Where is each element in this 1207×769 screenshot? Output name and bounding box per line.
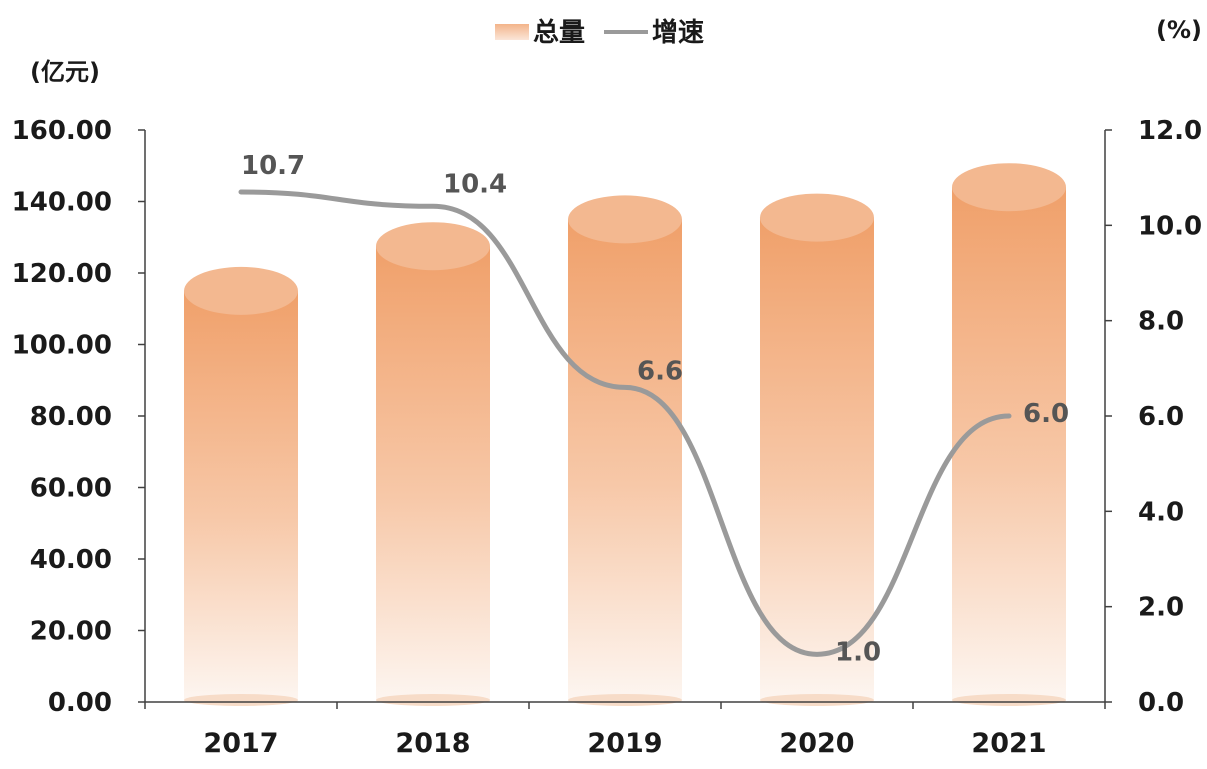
bar-2017 [184,266,298,706]
labels: 10.7 10.4 6.6 1.0 6.0 [241,151,1069,667]
left-tick-label: 120.00 [12,259,112,289]
bar-cap [952,163,1066,212]
axes: 0.00 20.00 40.00 60.00 80.00 100.00 120.00 140.… [12,116,1203,759]
growth-label-2017: 10.7 [241,151,305,181]
x-tick-label-2019: 2019 [587,728,662,759]
growth-line-layer [238,189,1012,657]
right-tick-label: 10.0 [1138,211,1202,241]
growth-label-2018: 10.4 [443,169,507,199]
growth-label-2020: 1.0 [835,637,881,667]
right-tick-label: 2.0 [1138,593,1184,623]
bar-cap [184,266,298,315]
bar-body [568,219,682,702]
right-tick-label: 6.0 [1138,402,1184,432]
right-axis-unit: (%) [1156,16,1202,44]
bar-base [376,694,490,706]
x-tick-label-2020: 2020 [779,728,854,759]
x-tick-label-2021: 2021 [971,728,1046,759]
left-tick-label: 0.00 [48,688,112,718]
growth-point-2021 [1008,415,1010,417]
left-tick-label: 20.00 [30,617,112,647]
growth-line [238,189,1012,657]
bar-base [760,694,874,706]
left-axis-unit: (亿元) [30,58,100,86]
growth-point-2019 [624,386,626,389]
left-tick-label: 60.00 [30,474,112,504]
bar-base [952,694,1066,706]
growth-point-2018 [432,205,434,208]
x-tick-label-2018: 2018 [395,728,470,759]
right-tick-label: 4.0 [1138,497,1184,527]
legend-label-total: 总量 [533,18,585,48]
left-tick-label: 160.00 [12,116,112,146]
bar-body [760,217,874,702]
bar-cap [376,222,490,271]
growth-label-2021: 6.0 [1023,399,1069,429]
legend-label-growth: 增速 [652,17,704,48]
left-tick-label: 140.00 [12,188,112,218]
right-tick-label: 8.0 [1138,307,1184,337]
bar-2018 [376,222,490,706]
bar-body [952,187,1066,702]
bars [184,163,1066,706]
right-tick-label: 12.0 [1138,116,1202,146]
legend-swatch-total [495,24,529,40]
bar-body [184,290,298,702]
bar-cap [568,195,682,244]
growth-point-2020 [816,653,818,656]
bar-2019 [568,195,682,706]
bar-2020 [760,193,874,706]
x-tick-label-2017: 2017 [203,728,278,759]
bar-2021 [952,163,1066,706]
bar-base [568,694,682,706]
right-tick-label: 0.0 [1138,688,1184,718]
growth-point-2017 [240,190,242,193]
bar-cap [760,193,874,242]
left-tick-label: 100.00 [12,331,112,361]
left-tick-label: 40.00 [30,545,112,575]
bar-base [184,694,298,706]
bar-body [376,246,490,702]
left-tick-label: 80.00 [30,402,112,432]
growth-label-2019: 6.6 [637,356,683,386]
legend: 总量 增速 [495,17,704,48]
